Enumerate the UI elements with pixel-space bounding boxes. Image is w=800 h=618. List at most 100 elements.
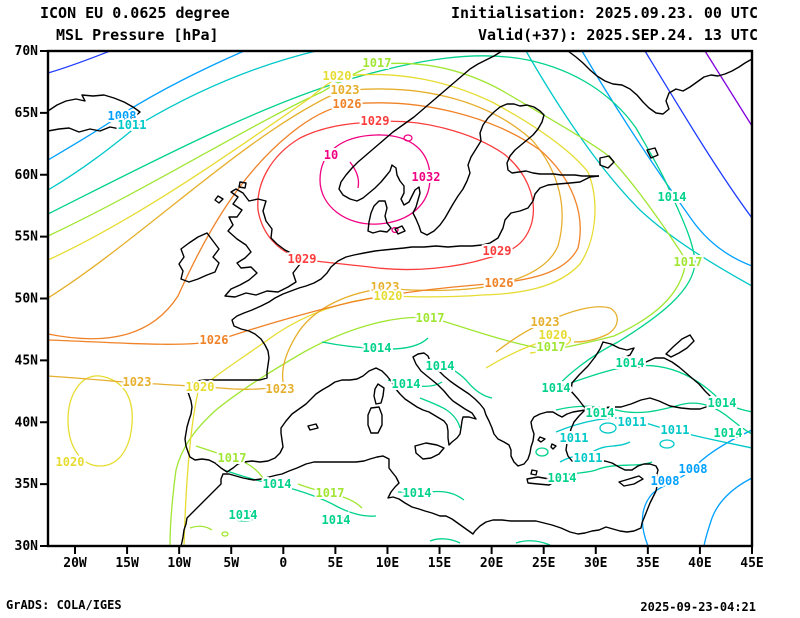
contour-label-1026: 1026: [485, 276, 514, 290]
coast-scandinavia: [338, 50, 599, 236]
isobar-1032-cell: [391, 226, 399, 234]
isobar-1014: [429, 538, 461, 544]
lon-tick-label: 30E: [584, 556, 607, 571]
lon-tick-label: 35E: [636, 556, 659, 571]
coast-corsica: [373, 383, 385, 405]
isobar-1011: [47, 50, 317, 191]
contour-label-1020: 1020: [56, 455, 85, 469]
contour-label-1011: 1011: [574, 451, 603, 465]
isobar-1020: [47, 73, 596, 547]
contour-label-1023: 1023: [266, 382, 295, 396]
isobar-1008: [641, 429, 753, 547]
contour-label-1014: 1014: [714, 426, 743, 440]
field-title: MSL Pressure [hPa]: [56, 26, 219, 44]
lon-tick-label: 40E: [688, 556, 711, 571]
coast-iceland: [47, 94, 141, 133]
contour-label-1026: 1026: [333, 97, 362, 111]
coast-kola-white-sea: [567, 50, 753, 115]
contour-label-1029: 1029: [483, 244, 512, 258]
contour-label-1020: 1020: [323, 69, 352, 83]
lat-tick-label: 50N: [15, 292, 39, 307]
lat-tick-label: 40N: [15, 415, 39, 430]
isobar-1017: [189, 525, 213, 531]
lake-onega: [646, 147, 659, 159]
contour-label-1008: 1008: [108, 109, 137, 123]
isobar-1011: [525, 50, 753, 287]
isobar-1020-cell: [67, 375, 133, 467]
contour-label-1017: 1017: [363, 56, 392, 70]
axis-ticks: 70N 65N 60N 55N 50N 45N 40N 35N 30N 20W 15W 10W 5W 0 5…: [15, 44, 764, 571]
coast-ireland: [178, 232, 220, 283]
isobar-1005: [644, 50, 753, 219]
contour-labels: 1008101110171020102310261029103210102910…: [54, 54, 745, 529]
contour-label-1023: 1023: [531, 315, 560, 329]
isobar-1032: [349, 161, 360, 189]
contour-label-1032: 1032: [412, 170, 441, 184]
lat-tick-label: 70N: [15, 44, 39, 59]
isobar-1002: [704, 50, 753, 127]
isobar-1014: [397, 490, 465, 501]
coastlines: [47, 50, 753, 547]
contour-label-1011: 1011: [618, 415, 647, 429]
lat-tick-label: 60N: [15, 168, 39, 183]
contour-label-1017: 1017: [537, 340, 566, 354]
isobar-1014-cell: [229, 510, 259, 522]
contour-label-1011: 1011: [560, 431, 589, 445]
isobar-1023: [495, 306, 618, 353]
model-title: ICON EU 0.0625 degree: [40, 4, 230, 22]
contour-label-1014: 1014: [616, 356, 645, 370]
isobar-1014: [321, 337, 429, 350]
contour-label-1014: 1014: [426, 359, 455, 373]
isobar-1014: [515, 540, 551, 546]
contour-label-1017: 1017: [416, 311, 445, 325]
valid-time-label: Valid(+37): 2025.SEP.24. 13 UTC: [478, 26, 758, 44]
coast-aegean-islands: [530, 436, 557, 476]
coast-great-britain: [224, 188, 301, 298]
coast-sea-of-azov: [665, 334, 695, 358]
isobar-1005: [47, 50, 111, 74]
contour-label-1029: 1029: [361, 114, 390, 128]
isobar-1017: [297, 483, 363, 509]
contour-label-1029: 1029: [288, 252, 317, 266]
lon-tick-label: 25E: [532, 556, 555, 571]
isobar-1014-cell: [535, 447, 549, 457]
contour-label-1014: 1014: [322, 513, 351, 527]
isobar-contours: [47, 50, 753, 547]
lon-tick-label: 15W: [115, 556, 139, 571]
lat-tick-label: 45N: [15, 353, 39, 368]
lon-tick-label: 5W: [223, 556, 239, 571]
contour-label-1008: 1008: [679, 462, 708, 476]
grads-credit: GrADS: COLA/IGES: [6, 598, 122, 612]
contour-label-1020: 1020: [374, 289, 403, 303]
contour-label-1017: 1017: [674, 255, 703, 269]
lon-tick-label: 20W: [63, 556, 87, 571]
coast-sardinia: [367, 406, 383, 434]
contour-label-1023: 1023: [371, 280, 400, 294]
init-time-label: Initialisation: 2025.09.23. 00 UTC: [450, 4, 758, 22]
contour-label-1014: 1014: [263, 477, 292, 491]
contour-label-1014: 1014: [658, 190, 687, 204]
isobar-1008: [47, 50, 245, 161]
contour-label-1014: 1014: [229, 508, 258, 522]
contour-label-1014: 1014: [392, 377, 421, 391]
contour-label-1014: 1014: [542, 381, 571, 395]
lake-ladoga: [599, 155, 615, 169]
contour-label-1014: 1014: [708, 396, 737, 410]
lon-tick-label: 0: [279, 556, 287, 571]
coast-crete: [526, 476, 557, 486]
contour-label-1014: 1014: [548, 471, 577, 485]
lon-tick-label: 20E: [480, 556, 503, 571]
contour-label-1023: 1023: [123, 375, 152, 389]
lon-tick-label: 5E: [328, 556, 344, 571]
isobar-1014: [419, 397, 461, 429]
contour-label-1011: 1011: [661, 423, 690, 437]
coast-turkey-africa: [180, 409, 659, 547]
coast-europe-mainland: [184, 175, 600, 473]
isobar-1032-cell: [403, 134, 413, 142]
coast-orkney: [238, 181, 247, 189]
coast-black-sea: [570, 341, 717, 410]
isobar-1011-cell: [599, 422, 617, 434]
contour-label-1017: 1017: [218, 451, 247, 465]
